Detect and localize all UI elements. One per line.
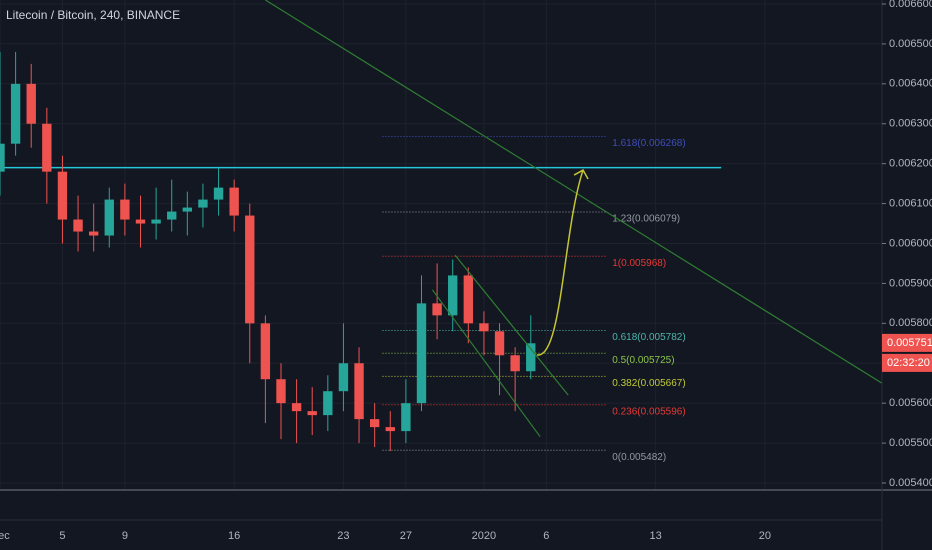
y-tick-label: 0.005600	[889, 397, 932, 409]
candle-body	[182, 207, 193, 212]
candle-body	[323, 391, 333, 416]
candle-body	[167, 211, 177, 220]
candle-body	[245, 215, 255, 324]
candle-body	[432, 303, 442, 316]
candle-body	[42, 123, 52, 172]
y-tick-label: 0.006200	[889, 158, 932, 170]
candle-body	[73, 219, 83, 232]
chart-title: Litecoin / Bitcoin, 240, BINANCE	[6, 8, 180, 22]
fib-label: 0(0.005482)	[612, 452, 666, 463]
fib-label: 0.236(0.005596)	[612, 406, 685, 417]
arrow-head	[573, 169, 589, 180]
candle-body	[291, 403, 302, 412]
candle-body	[135, 219, 146, 224]
candle-body	[338, 363, 349, 392]
countdown-label: 02:32:20	[887, 357, 930, 369]
countdown-box	[882, 353, 932, 372]
candle-body	[151, 219, 161, 224]
x-tick-label: 16	[228, 530, 240, 542]
y-tick-label: 0.005800	[889, 317, 932, 329]
candle-body	[479, 323, 489, 332]
candle-body	[10, 83, 21, 144]
last-price-box	[882, 333, 932, 352]
x-tick-label: 6	[543, 530, 549, 542]
y-tick-label: 0.006100	[889, 197, 932, 209]
x-tick-label: 5	[59, 530, 65, 542]
candle-body	[260, 323, 271, 380]
candle-body	[526, 343, 536, 372]
candle-body	[276, 379, 286, 404]
last-price-label: 0.005751	[887, 337, 932, 349]
fib-label: 0.382(0.005667)	[612, 378, 685, 389]
trend-line	[431, 289, 541, 438]
candle-body	[416, 303, 427, 404]
y-tick-label: 0.005500	[889, 437, 932, 449]
fib-label: 0.5(0.005725)	[612, 355, 674, 366]
y-tick-label: 0.005900	[889, 277, 932, 289]
fib-label: 1.23(0.006079)	[612, 214, 680, 225]
fib-label: 1(0.005968)	[612, 258, 666, 269]
candle-body	[369, 419, 380, 428]
x-tick-label: 9	[122, 530, 128, 542]
candle-body	[88, 231, 99, 236]
candle-body	[104, 199, 114, 236]
candle-body	[307, 411, 317, 416]
x-tick-label: 27	[400, 530, 412, 542]
fib-label: 0.618(0.005782)	[612, 332, 685, 343]
candle-body	[57, 171, 68, 220]
y-tick-label: 0.006300	[889, 118, 932, 130]
x-tick-label: 23	[337, 530, 349, 542]
fib-label: 1.618(0.006268)	[612, 138, 685, 149]
trend-line	[454, 254, 569, 396]
y-tick-label: 0.005400	[889, 477, 932, 489]
candle-body	[229, 187, 239, 216]
x-tick-label: 20	[759, 530, 771, 542]
y-tick-label: 0.006600	[889, 0, 932, 10]
y-tick-label: 0.006000	[889, 237, 932, 249]
x-tick-label: 2020	[472, 530, 496, 542]
candle-body	[198, 199, 208, 208]
y-tick-label: 0.006500	[889, 38, 932, 50]
candle-body	[510, 355, 520, 372]
candle-body	[494, 331, 505, 356]
candle-body	[120, 199, 130, 220]
candle-body	[213, 187, 224, 200]
candle-body	[463, 275, 474, 324]
candle-body	[0, 143, 5, 172]
projection-arrow	[536, 169, 584, 356]
candle-body	[401, 403, 411, 432]
y-tick-label: 0.006400	[889, 78, 932, 90]
candle-body	[448, 275, 458, 316]
x-tick-label: 13	[650, 530, 662, 542]
x-tick-label: Dec	[0, 530, 10, 542]
candle-body	[26, 83, 36, 124]
trend-line	[265, 0, 882, 384]
candle-body	[354, 363, 364, 420]
plot-area: 1.618(0.006268) 1.23(0.006079) 1(0.005968)…	[0, 0, 882, 490]
candle-body	[385, 427, 395, 432]
